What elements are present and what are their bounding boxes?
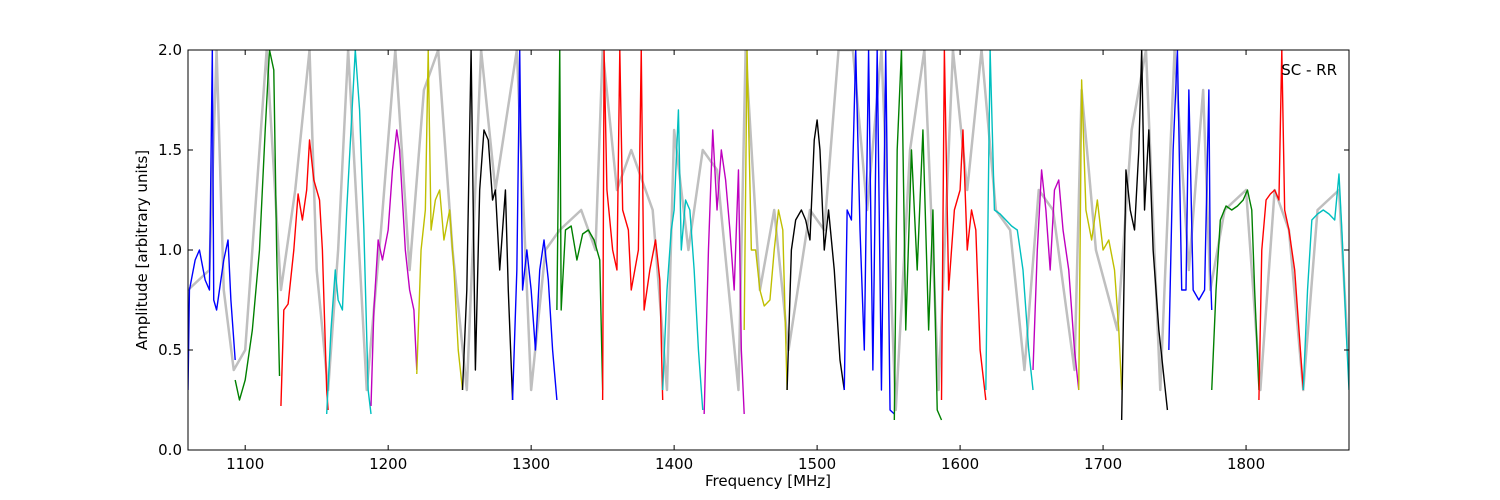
chart-annotation: SC - RR <box>1281 61 1337 79</box>
x-axis-label: Frequency [MHz] <box>705 472 831 490</box>
series-line-5 <box>370 129 418 407</box>
x-tick-label: 1400 <box>655 455 693 473</box>
y-tick-label: 0.5 <box>158 341 182 359</box>
series-line-3 <box>280 139 329 411</box>
x-tick-label: 1100 <box>226 455 264 473</box>
series-line-7 <box>461 50 514 401</box>
series-line-13 <box>743 50 788 391</box>
x-axis: 1100 1200 1300 1400 1500 1600 1700 1800 <box>226 50 1265 473</box>
series-line-16 <box>893 50 943 421</box>
series-line-6 <box>416 50 464 391</box>
x-tick-label: 1500 <box>798 455 836 473</box>
series-line-19 <box>1032 169 1080 391</box>
series-group <box>188 50 1349 421</box>
background-trace-group <box>188 50 1349 412</box>
series-line-17 <box>940 50 987 401</box>
y-tick-label: 2.0 <box>158 41 182 59</box>
series-line-21 <box>1120 50 1169 421</box>
series-line-2 <box>234 50 281 401</box>
y-axis: 0.0 0.5 1.0 1.5 2.0 <box>158 41 1349 459</box>
series-line-4 <box>325 50 372 415</box>
series-line-8 <box>511 50 558 401</box>
series-line-14 <box>786 119 845 391</box>
series-line-11 <box>661 109 704 411</box>
series-line-15 <box>843 50 895 415</box>
x-tick-label: 1200 <box>369 455 407 473</box>
y-tick-label: 1.0 <box>158 241 182 259</box>
series-line-24 <box>1258 50 1304 401</box>
y-axis-label: Amplitude [arbitrary units] <box>133 150 151 350</box>
x-tick-label: 1800 <box>1227 455 1265 473</box>
series-line-1 <box>188 50 236 391</box>
y-tick-label: 1.5 <box>158 141 182 159</box>
x-tick-label: 1700 <box>1084 455 1122 473</box>
series-line-18 <box>985 50 1034 391</box>
series-line-23 <box>1211 189 1260 391</box>
background-trace <box>188 50 1349 412</box>
series-line-9 <box>556 50 604 391</box>
series-line-10 <box>601 50 664 401</box>
series-line-22 <box>1168 50 1213 351</box>
series-line-25 <box>1302 173 1349 391</box>
x-tick-label: 1300 <box>512 455 550 473</box>
series-line-12 <box>703 129 745 415</box>
series-line-20 <box>1078 79 1123 391</box>
x-tick-label: 1600 <box>941 455 979 473</box>
y-tick-label: 0.0 <box>158 441 182 459</box>
